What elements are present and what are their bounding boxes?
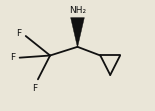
Text: NH₂: NH₂ (69, 6, 86, 15)
Text: F: F (16, 29, 21, 38)
Polygon shape (71, 18, 84, 47)
Text: F: F (32, 84, 38, 93)
Text: F: F (10, 53, 15, 62)
